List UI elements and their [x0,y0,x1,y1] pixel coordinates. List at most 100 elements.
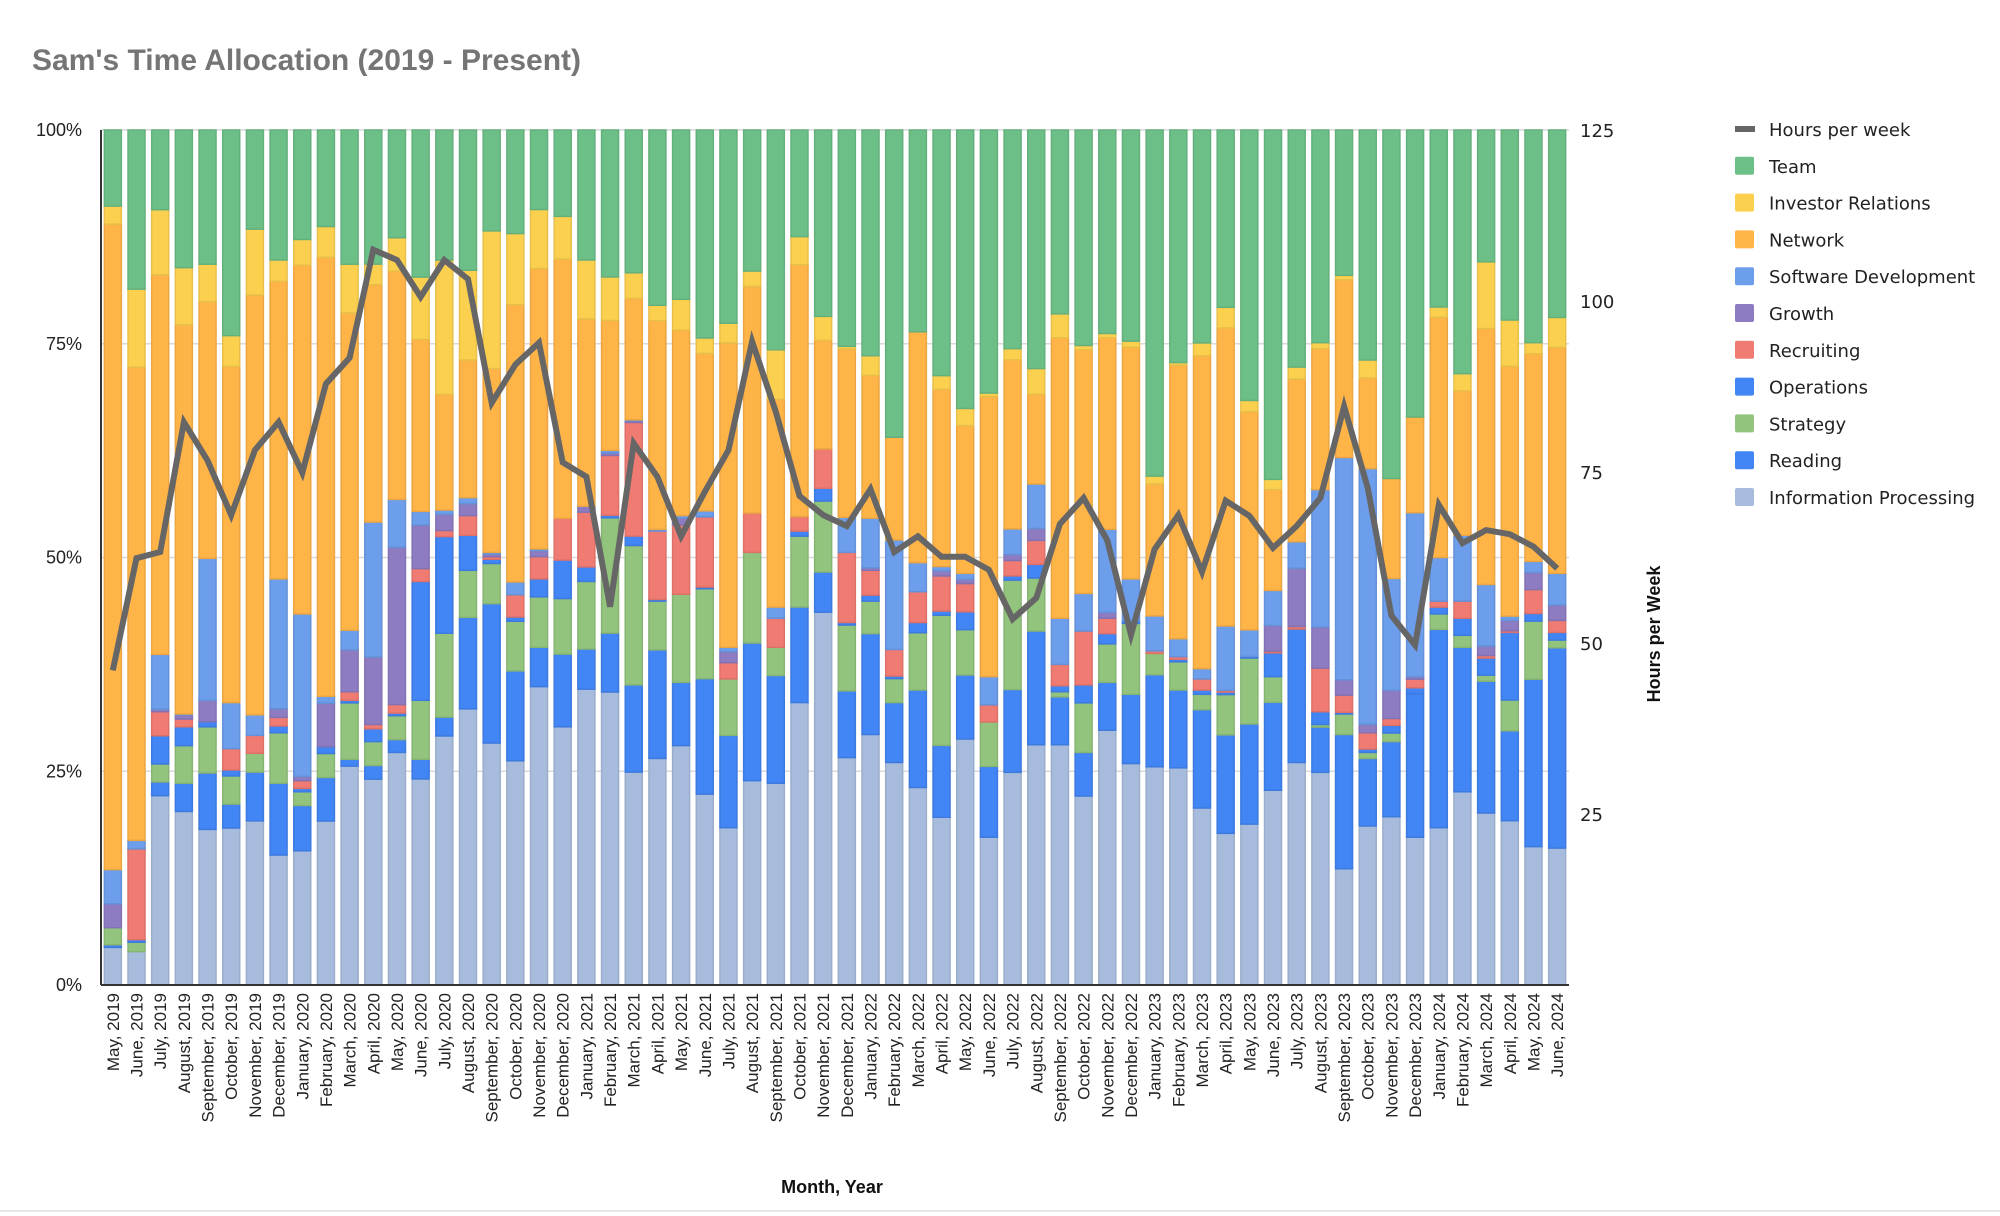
bar-segment-information-processing [1216,832,1235,986]
bar-segment-network [1476,327,1496,586]
bar-segment-growth [1287,567,1306,628]
legend-item: Reading [1735,451,1842,472]
bar-segment-strategy [1358,751,1377,760]
bar-segment-software-development [1476,583,1496,647]
bar-segment-growth [340,649,359,693]
x-axis-title: Month, Year [781,1177,883,1197]
bar-segment-team [103,129,123,207]
legend-swatch [1735,304,1754,322]
x-tick-label: April, 2023 [1217,993,1236,1074]
bar-segment-strategy [979,721,999,768]
bar-stack [553,129,572,986]
bar-segment-information-processing [435,735,454,986]
bar-stack [671,129,691,986]
x-tick-label: May, 2023 [1240,993,1259,1071]
x-tick-label: June, 2020 [412,993,431,1077]
bar-stack [1547,129,1567,986]
bar-stack [1240,129,1259,986]
x-tick-label: June, 2022 [980,993,999,1077]
bar-segment-information-processing [1263,789,1283,986]
bar-segment-network [1121,346,1141,580]
bar-segment-strategy [103,926,123,946]
bar-segment-team [1405,129,1425,418]
bar-segment-network [245,294,265,716]
x-tick-label: February, 2020 [317,993,336,1107]
bar-segment-reading [1524,678,1543,848]
bar-stack [1074,129,1093,986]
bar-segment-reading [482,602,501,744]
bar-segment-network [1027,393,1046,485]
bar-segment-recruiting [1453,600,1472,619]
bar-segment-team [624,129,643,274]
bar-segment-team [316,129,336,228]
bar-stack [364,129,383,986]
bar-segment-team [766,129,786,351]
bar-segment-recruiting [1027,539,1046,566]
bar-segment-information-processing [1358,825,1377,986]
legend-item: Strategy [1735,414,1846,435]
legend-swatch [1735,156,1754,175]
bar-segment-team [742,129,762,272]
bar-segment-growth [1311,626,1330,669]
bar-segment-investor-relations [150,208,170,276]
bar-segment-reading [221,803,241,829]
bar-stack [624,129,643,986]
x-tick-label: July, 2021 [719,993,738,1069]
bar-segment-software-development [955,572,975,581]
bar-segment-strategy [1169,661,1188,691]
bar-segment-reading [1382,740,1401,818]
x-tick-label: March, 2024 [1477,993,1496,1088]
bar-stack [932,129,951,986]
bar-stack [1453,129,1472,986]
bar-stack [979,129,999,986]
bar-segment-network [671,329,691,517]
x-tick-label: June, 2021 [696,993,715,1077]
x-tick-label: December, 2020 [554,993,573,1118]
bar-segment-strategy [1453,634,1472,649]
bar-segment-investor-relations [1524,341,1543,355]
bar-segment-software-development [293,613,312,778]
bar-segment-reading [1263,701,1283,792]
x-tick-label: September, 2022 [1051,993,1070,1122]
bar-stack [884,129,904,986]
bar-segment-software-development [269,578,288,710]
y2-tick-label: 100 [1580,292,1614,313]
bar-segment-network [529,267,549,550]
bar-segment-investor-relations [293,238,312,266]
bar-segment-software-development [1216,625,1235,692]
bar-stack [1169,129,1188,986]
bar-segment-strategy [435,632,454,718]
bar-segment-recruiting [1524,588,1543,615]
bar-segment-software-development [766,606,786,619]
legend-item: Recruiting [1735,340,1860,362]
bar-segment-information-processing [1453,791,1472,986]
bar-segment-information-processing [458,708,478,986]
x-tick-label: October, 2021 [790,993,809,1100]
bar-segment-information-processing [1547,847,1567,986]
bar-segment-investor-relations [1500,319,1520,367]
bar-segment-recruiting [932,575,951,612]
bar-segment-strategy [719,678,738,737]
legend-item: Information Processing [1735,488,1975,509]
bar-segment-information-processing [790,701,809,986]
bar-segment-operations [1547,631,1567,641]
bar-segment-recruiting [269,716,288,727]
legend-label: Hours per week [1769,120,1911,141]
bar-segment-network [955,424,975,575]
bar-segment-information-processing [1192,807,1212,986]
x-tick-label: August, 2022 [1027,993,1046,1093]
bar-stack [1476,129,1496,986]
legend-swatch [1735,377,1754,396]
bar-stack [458,129,478,986]
bar-stack [1192,129,1212,986]
bar-segment-information-processing [1121,762,1141,986]
bar-segment-strategy [1240,657,1259,725]
bar-segment-team [553,129,572,218]
bar-segment-reading [695,677,715,795]
bar-segment-team [387,129,407,239]
bar-segment-team [979,129,999,394]
bar-segment-operations [1429,606,1449,615]
bar-stack [1098,129,1117,986]
bar-segment-team [1547,129,1567,319]
bar-segment-team [1429,129,1449,308]
